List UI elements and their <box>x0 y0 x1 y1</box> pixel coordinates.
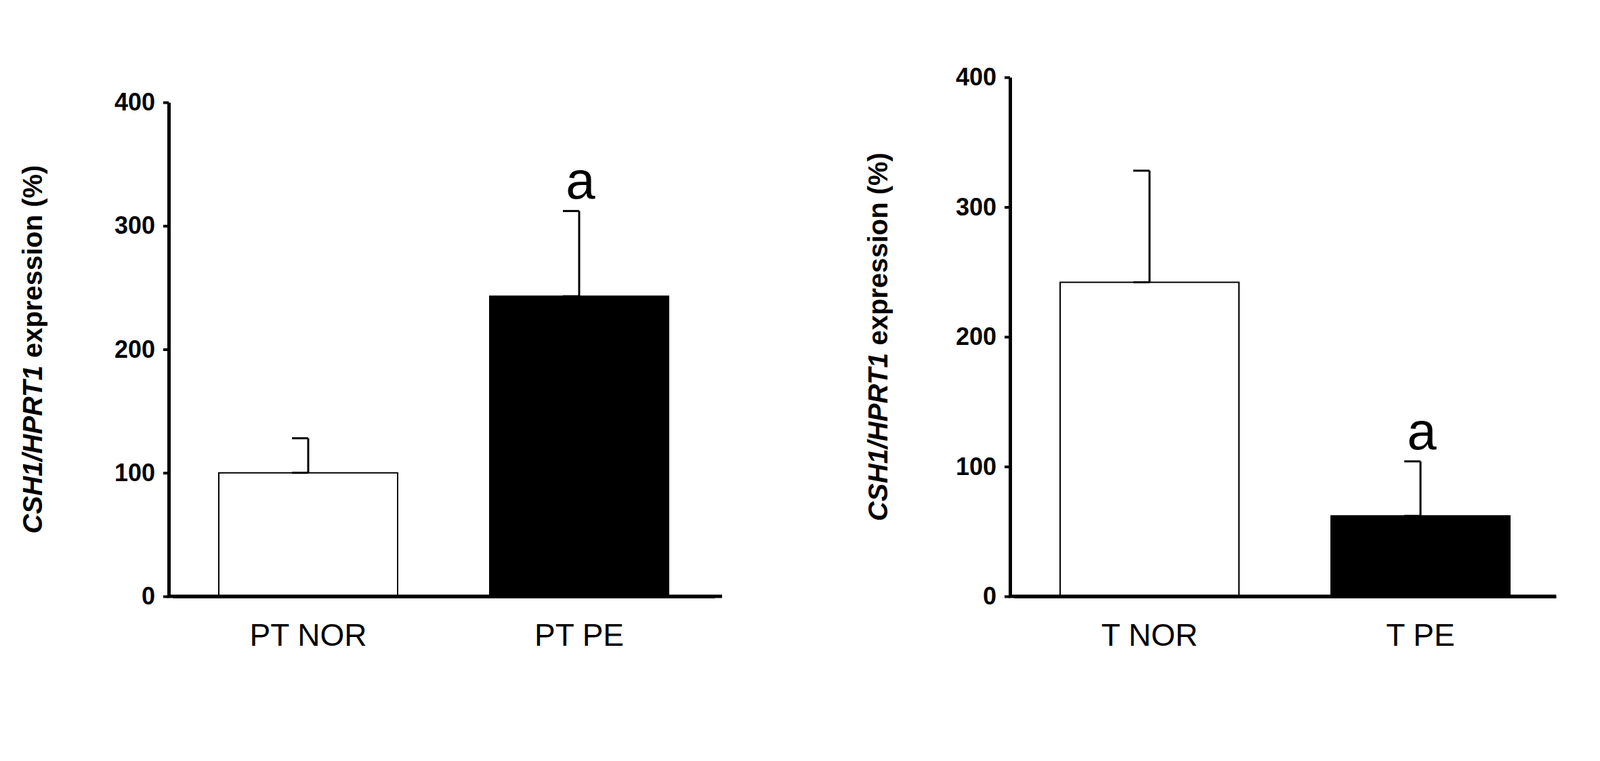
y-tick-label: 0 <box>141 581 156 610</box>
x-axis: T NOR T PE <box>1014 596 1557 653</box>
x-tick: PT PE <box>534 596 624 653</box>
x-tick-label: T PE <box>1385 617 1455 653</box>
error-bar <box>1404 461 1421 516</box>
error-bar <box>562 210 580 297</box>
chart-panel: 0 100 200 300 400 PT NOR PT PE CSH1/HPRT1 expre… <box>17 88 723 653</box>
error-bar <box>1133 170 1150 283</box>
y-axis: 0 100 200 300 400 <box>114 88 170 610</box>
y-axis-title-part: expression (%) <box>862 152 893 353</box>
y-tick: 300 <box>955 193 1010 221</box>
y-tick-mark <box>163 348 169 351</box>
y-axis-title: CSH1/HPRT1 expression (%) <box>862 152 893 521</box>
x-baseline <box>1008 594 1556 599</box>
bar <box>489 296 669 597</box>
bar <box>218 472 398 597</box>
y-tick-label: 300 <box>955 193 997 221</box>
x-tick: T PE <box>1385 596 1455 653</box>
y-tick: 200 <box>114 335 169 364</box>
y-tick-label: 400 <box>955 62 997 91</box>
x-tick-label: PT PE <box>534 617 624 653</box>
error-cap-base <box>1133 281 1150 284</box>
x-tick: T NOR <box>1101 596 1198 653</box>
y-tick: 0 <box>982 581 1010 610</box>
plot-area <box>218 210 669 597</box>
y-tick-mark <box>163 101 169 105</box>
error-cap-base <box>1404 514 1421 517</box>
y-tick-label: 200 <box>955 322 997 351</box>
y-tick-mark <box>1004 76 1010 80</box>
error-cap <box>1133 169 1150 172</box>
x-axis: PT NOR PT PE <box>173 596 716 653</box>
error-cap-base <box>291 471 309 474</box>
y-tick-mark <box>1004 335 1010 339</box>
y-tick-mark <box>1004 205 1010 209</box>
plot-area <box>1060 170 1510 597</box>
x-baseline <box>167 594 723 599</box>
y-tick-mark <box>163 224 169 228</box>
error-cap-base <box>562 295 580 298</box>
y-tick: 300 <box>114 211 169 240</box>
y-tick-label: 300 <box>114 211 156 240</box>
figure: 0 100 200 300 400 PT NOR PT PE CSH1/HPRT1 expre… <box>0 0 1600 761</box>
y-tick-label: 200 <box>114 335 156 364</box>
error-line <box>307 438 310 473</box>
y-tick-mark <box>163 471 169 475</box>
bar <box>1060 282 1239 597</box>
x-tick-label: PT NOR <box>249 617 368 653</box>
x-tick: PT NOR <box>249 596 368 653</box>
y-tick-label: 400 <box>114 88 156 116</box>
y-tick: 400 <box>114 88 169 116</box>
chart-panel: 0 100 200 300 400 T NOR T PE CSH1/HPRT1 express… <box>862 62 1557 653</box>
y-axis-title-part: CSH1/HPRT1 <box>862 352 893 521</box>
annotation: a <box>565 150 596 210</box>
x-tick-label: T NOR <box>1101 617 1198 653</box>
y-tick: 100 <box>955 452 1010 481</box>
y-axis-title: CSH1/HPRT1 expression (%) <box>17 165 48 534</box>
y-tick-label: 100 <box>955 452 997 481</box>
y-tick: 0 <box>141 581 169 610</box>
annotation: a <box>1406 401 1437 461</box>
y-tick: 400 <box>955 62 1010 91</box>
bar <box>1331 515 1510 597</box>
y-tick: 200 <box>955 322 1010 351</box>
error-line <box>1419 461 1422 516</box>
y-axis-title-part: CSH1/HPRT1 <box>17 365 48 534</box>
y-tick-mark <box>1004 465 1010 469</box>
error-line <box>578 210 581 297</box>
y-axis: 0 100 200 300 400 <box>955 62 1011 610</box>
error-bar <box>291 438 309 473</box>
error-cap <box>291 436 309 439</box>
y-tick-label: 0 <box>982 581 997 610</box>
error-line <box>1148 170 1151 283</box>
y-axis-title-part: expression (%) <box>17 165 48 366</box>
y-tick-label: 100 <box>114 458 156 487</box>
y-tick: 100 <box>114 458 169 487</box>
